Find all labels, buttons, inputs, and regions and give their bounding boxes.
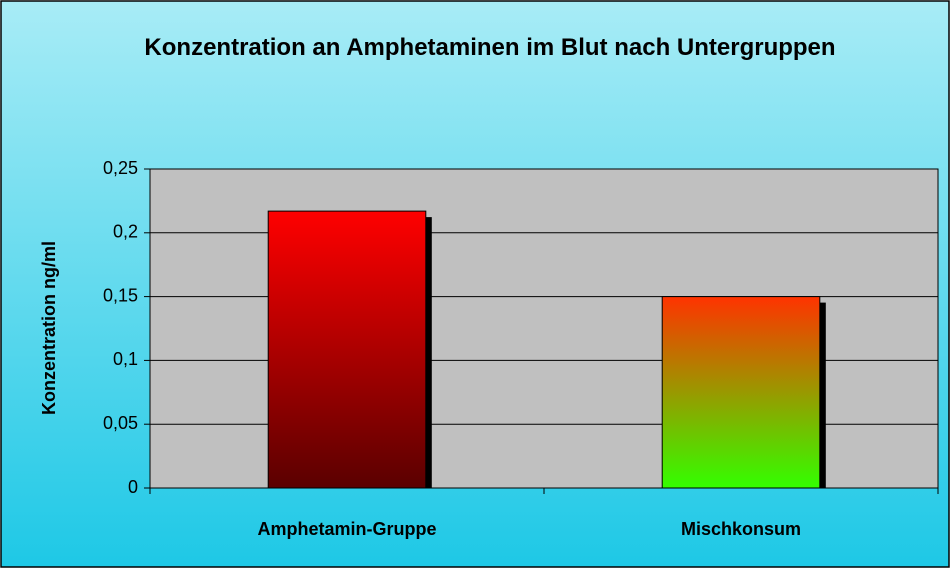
y-axis-title: Konzentration ng/ml xyxy=(39,241,59,415)
chart-title: Konzentration an Amphetaminen im Blut na… xyxy=(144,34,836,61)
bar xyxy=(661,296,821,489)
y-tick-label: 0,05 xyxy=(103,413,138,433)
x-tick-label: Mischkonsum xyxy=(681,519,801,539)
y-tick-label: 0,15 xyxy=(103,285,138,305)
y-tick-label: 0 xyxy=(128,477,138,497)
bar xyxy=(267,210,427,489)
y-tick-label: 0,2 xyxy=(113,222,138,242)
y-tick-label: 0,1 xyxy=(113,349,138,369)
y-tick-label: 0,25 xyxy=(103,158,138,178)
x-tick-label: Amphetamin-Gruppe xyxy=(257,519,436,539)
